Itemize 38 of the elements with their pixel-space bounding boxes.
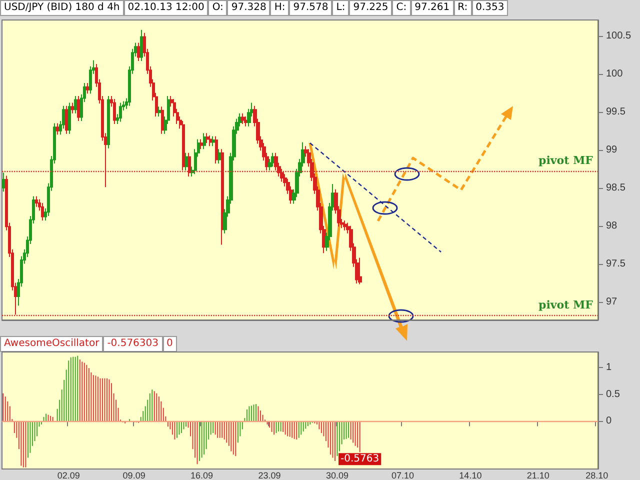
- y-tick-label: 98.5: [606, 182, 626, 194]
- text: 97.578: [289, 0, 332, 16]
- text: 97.225: [349, 0, 392, 16]
- x-tick-label: 16.09: [190, 470, 214, 480]
- x-tick-label: 09.09: [122, 470, 146, 480]
- x-tick-label: 07.10: [391, 470, 414, 480]
- y-tick-label: 100.5: [606, 30, 632, 42]
- y-tick-label: 0: [606, 416, 612, 427]
- y-tick-label: 1: [606, 362, 612, 374]
- y-tick-label: 98: [606, 220, 618, 232]
- text: C:: [392, 0, 411, 16]
- x-tick-label: 30.09: [326, 470, 349, 480]
- text: H:: [270, 0, 290, 16]
- y-tick-label: 0.5: [606, 388, 620, 400]
- text: 02.10.13 12:00: [124, 0, 208, 16]
- text: -0.576303: [103, 336, 163, 352]
- x-tick-label: 28.10: [586, 470, 608, 480]
- x-tick-label: 23.09: [258, 470, 281, 480]
- text: R:: [454, 0, 472, 16]
- x-tick-label: 02.09: [57, 470, 80, 480]
- ref-line-label: pivot MF: [538, 298, 594, 312]
- y-tick-label: 99.5: [606, 106, 626, 118]
- text: 0.353: [472, 0, 508, 16]
- text: O:: [208, 0, 228, 16]
- data-label: -0.5763: [340, 454, 380, 465]
- y-tick-label: 97: [606, 296, 618, 308]
- text: 97.261: [410, 0, 454, 16]
- text: USD/JPY (BID) 180 d 4h: [0, 0, 124, 16]
- ref-line-label: pivot MF: [538, 154, 594, 168]
- text: L:: [332, 0, 350, 16]
- y-tick-label: 97.5: [606, 258, 626, 270]
- y-tick-label: 99: [606, 144, 618, 156]
- text: AwesomeOscillator: [0, 336, 104, 352]
- x-tick-label: 21.10: [526, 470, 550, 480]
- x-tick-label: 14.10: [459, 470, 482, 480]
- y-tick-label: 100: [606, 68, 624, 80]
- text: 0: [162, 336, 177, 352]
- text: 97.328: [227, 0, 270, 16]
